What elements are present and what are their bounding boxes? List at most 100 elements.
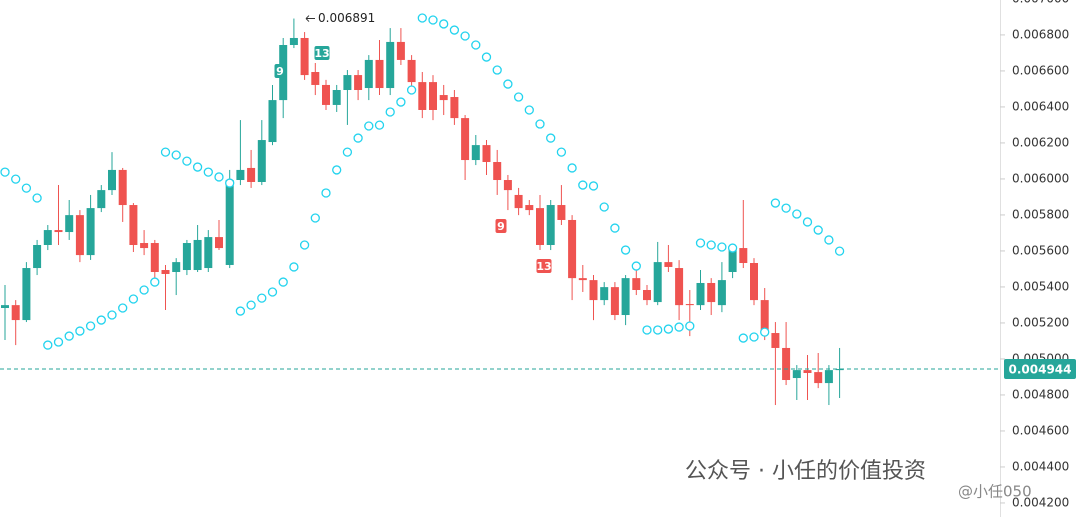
sar-dot [717,242,727,252]
y-tick-label: 0.006200 [1012,135,1069,149]
sar-dot [160,147,171,157]
candle-body [803,370,812,373]
sar-dot [353,133,363,143]
sar-dot [674,322,684,332]
plot: 9 13 9 13 0.006891 [0,11,845,406]
candle-body [461,118,470,161]
candle-body [33,244,42,269]
candle-body [536,208,544,245]
candle-body [503,180,512,191]
candle-body [610,287,619,316]
candle-body [311,72,320,85]
sar-dot [695,238,706,248]
candle-body [386,41,395,89]
annotation: 9 [276,65,284,78]
candle-body [204,237,213,269]
sar-dot [546,133,556,143]
candle-body [685,304,694,306]
sar-dot [150,277,160,287]
sar-dot [107,310,117,320]
y-tick-label: 0.006000 [1012,171,1069,185]
sar-dot [182,156,192,166]
candle-body [546,205,555,245]
candle-body [664,262,673,267]
annotation-box [314,46,330,60]
candle-body [150,243,159,273]
sar-dot [64,331,74,341]
sar-dot [481,52,492,62]
sar-dot [96,315,106,325]
sar-dot [492,65,502,75]
candle-body [482,145,491,163]
sar-dot [75,326,85,336]
sar-dot [738,333,748,343]
candle-body [1,305,9,309]
candle-body [493,162,502,181]
candle-body [215,237,223,249]
sar-dot [663,324,674,334]
candle-body [824,370,833,384]
sar-dot [21,183,32,193]
sar-dot [118,303,128,313]
sar-dot [257,293,267,303]
high-label: 0.006891 [318,11,375,25]
candle-body [43,230,52,245]
candle-body [439,95,448,101]
candle-body [289,37,298,46]
sar-dot [332,165,342,175]
candle-body [108,169,116,191]
candle-body [225,180,234,265]
sar-dot [128,294,139,304]
candle-body [11,305,20,321]
sar-dot [685,321,695,331]
sar-dot [278,277,288,287]
sar-dot [620,245,631,255]
sar-dot [824,235,834,245]
candle-body [247,167,256,182]
candle-body [728,248,737,273]
sar-dot [503,79,513,89]
annotation-box [274,64,286,78]
y-tick-label: 0.006800 [1012,27,1069,41]
y-tick-label: 0.005400 [1012,279,1069,293]
candle-body [268,100,277,143]
sar-dot [578,180,588,190]
sar-dot [802,217,813,227]
candle-body [707,282,716,303]
sar-dot [631,261,641,271]
sar-dot [235,306,246,316]
candle-body [717,280,726,306]
current-price-box [1004,359,1076,380]
candle-body [835,369,844,371]
sar-dot [85,321,96,331]
sar-dot [535,119,545,129]
candle-body [471,145,480,161]
candle-body [632,278,641,291]
sar-dot [749,332,759,342]
candle-body [814,372,823,384]
sar-dot [171,150,181,160]
candle-body [696,282,705,306]
sar-dot [781,203,791,213]
candle-body [236,169,245,181]
sar-dot [289,262,299,272]
candle-body [172,262,181,273]
sar-dot [406,85,417,95]
candle-body [525,205,534,211]
sar-dot [203,167,213,177]
y-tick-label: 0.004400 [1012,459,1069,473]
annotation-box [536,259,552,273]
candle-body [600,287,609,301]
sar-dot [460,31,470,41]
annotation: 9 [497,220,505,233]
candle-body [418,82,427,110]
candle-body [771,333,780,348]
sar-dot [428,15,438,25]
candle-body [782,347,791,381]
candle-body [429,82,437,110]
sar-dot [53,337,64,347]
candle-body [396,41,405,60]
sar-dot [706,240,716,250]
